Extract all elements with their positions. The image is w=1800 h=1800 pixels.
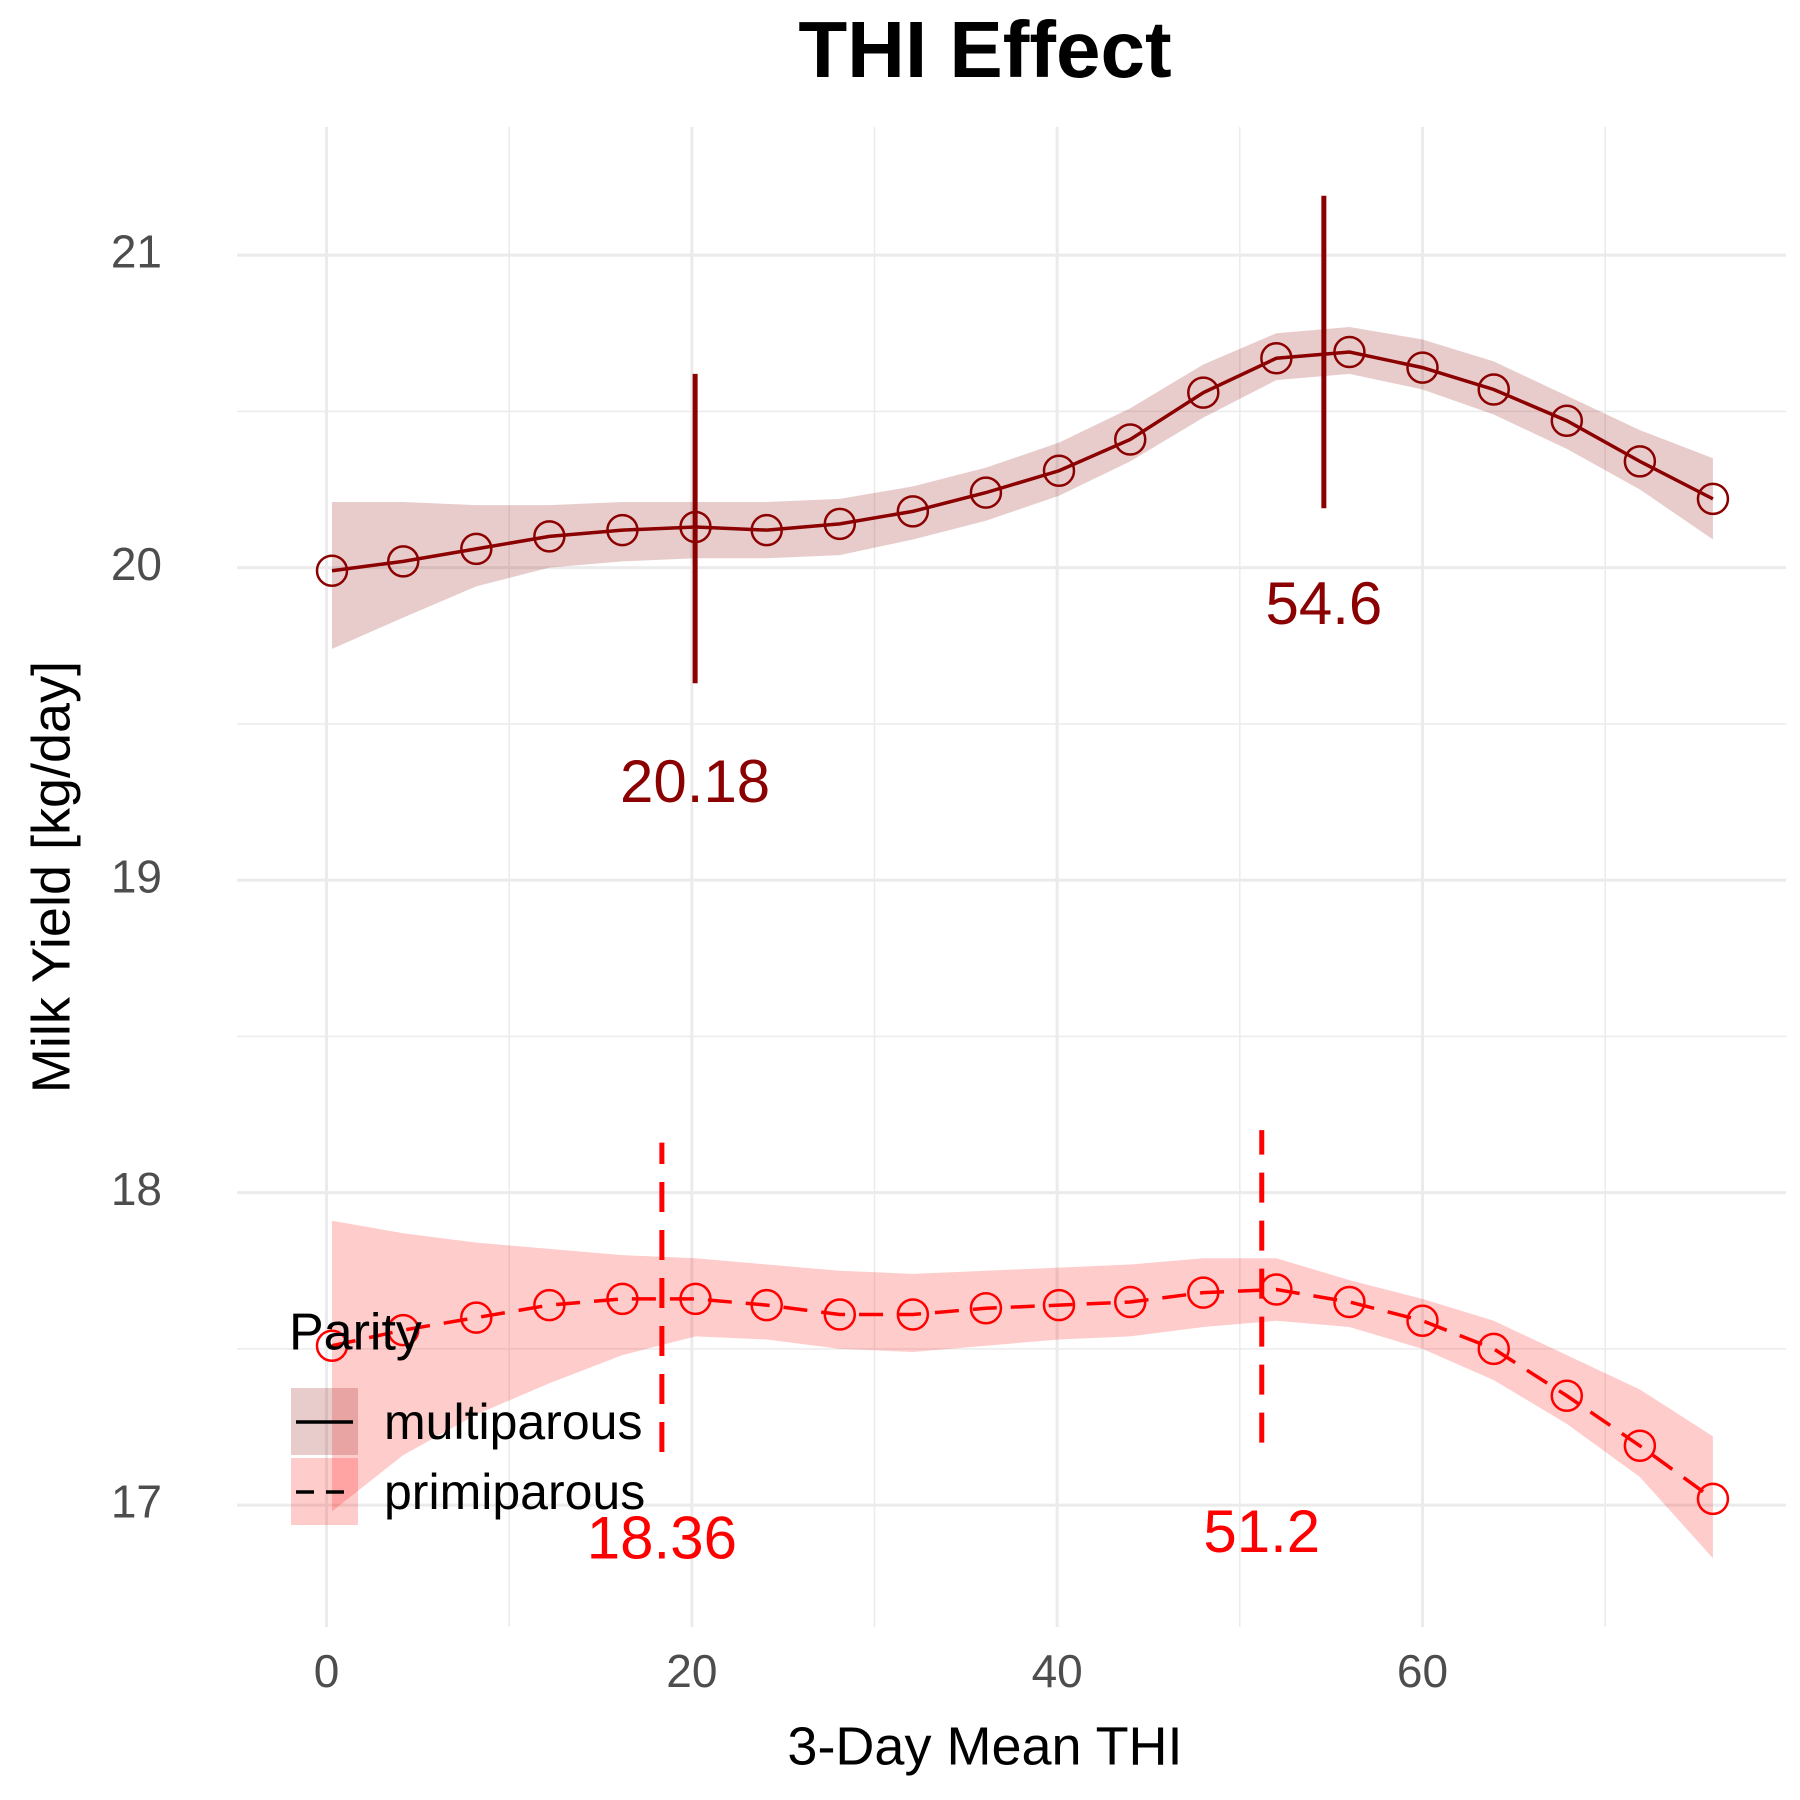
point: [823, 1298, 857, 1331]
threshold-label: 18.36: [587, 1504, 737, 1571]
y-tick-label: 21: [111, 225, 162, 277]
threshold-label: 51.2: [1203, 1498, 1320, 1565]
point: [969, 1292, 1003, 1325]
y-tick-label: 18: [111, 1163, 162, 1215]
point: [315, 1329, 349, 1362]
point: [315, 554, 349, 587]
point: [1550, 1379, 1584, 1412]
x-axis-title: 3-Day Mean THI: [787, 1716, 1182, 1776]
x-tick-label: 0: [314, 1645, 340, 1697]
y-tick-label: 17: [111, 1475, 162, 1527]
grid: [237, 127, 1786, 1627]
point: [1113, 1285, 1147, 1319]
point: [1187, 376, 1220, 409]
point: [1333, 335, 1366, 369]
confidence-band: [331, 327, 1713, 649]
point: [1406, 351, 1439, 384]
point: [1477, 1332, 1510, 1366]
point: [969, 476, 1003, 509]
legend-title: Parity: [289, 1304, 422, 1362]
point: [750, 513, 783, 547]
point: [386, 545, 420, 578]
point: [1477, 373, 1510, 406]
x-tick-label: 40: [1032, 1645, 1083, 1697]
point: [606, 1282, 639, 1316]
point: [1042, 1288, 1076, 1322]
point: [606, 513, 639, 547]
point: [1623, 1429, 1657, 1462]
threshold-label: 20.18: [620, 748, 770, 815]
point: [533, 520, 566, 553]
point: [1113, 423, 1147, 456]
point: [679, 1282, 712, 1316]
y-axis-title: Milk Yield [kg/day]: [21, 661, 81, 1093]
point: [1623, 445, 1657, 478]
point: [1042, 454, 1076, 487]
chart-title: THI Effect: [798, 5, 1171, 94]
point: [823, 507, 857, 541]
series-line: [331, 350, 1714, 573]
series-line: [331, 1287, 1714, 1501]
point: [1187, 1276, 1220, 1309]
point: [460, 532, 493, 566]
point: [1696, 1482, 1730, 1516]
point: [533, 1288, 566, 1322]
point: [1260, 342, 1293, 375]
point: [896, 1298, 930, 1331]
point: [750, 1288, 783, 1322]
point: [896, 495, 930, 528]
point: [1696, 482, 1730, 516]
x-tick-label: 60: [1397, 1645, 1448, 1697]
point: [1406, 1304, 1439, 1337]
threshold-label: 54.6: [1265, 570, 1382, 637]
point: [386, 1313, 420, 1347]
point: [460, 1301, 493, 1334]
point: [1333, 1285, 1366, 1319]
x-tick-label: 20: [666, 1645, 717, 1697]
legend-label: primiparous: [384, 1464, 645, 1520]
y-tick-label: 20: [111, 538, 162, 590]
legend-label: multiparous: [384, 1394, 642, 1450]
legend: Parity multiparous primiparous: [289, 1304, 645, 1525]
point: [1550, 404, 1584, 437]
y-tick-label: 19: [111, 850, 162, 902]
